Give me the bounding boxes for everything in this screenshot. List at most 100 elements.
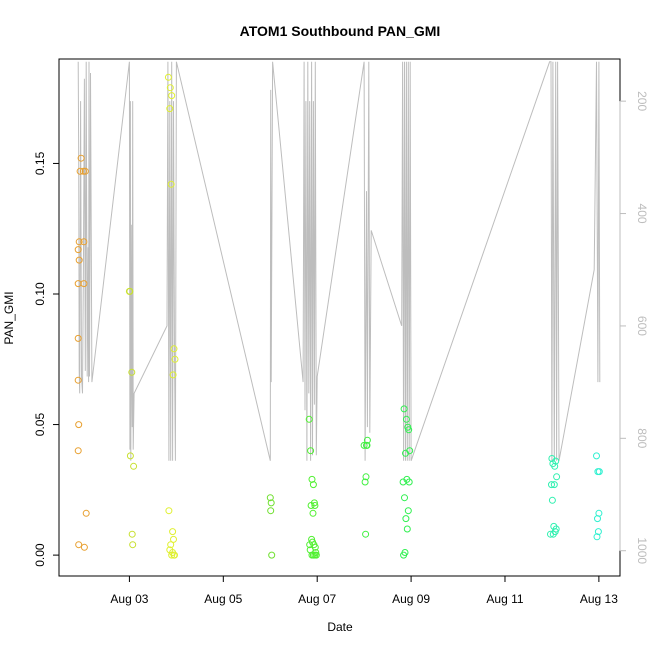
y2-tick-label: 1000 — [635, 537, 649, 564]
data-point — [550, 481, 558, 489]
data-point — [595, 468, 603, 476]
data-point — [168, 551, 176, 559]
x-tick-label: Aug 13 — [580, 592, 618, 606]
data-point — [168, 92, 176, 100]
data-point — [552, 457, 560, 465]
x-tick-label: Aug 11 — [486, 592, 523, 606]
data-point — [81, 167, 89, 175]
data-point — [75, 541, 83, 549]
plot-frame — [58, 58, 621, 577]
data-point — [307, 447, 315, 455]
data-point — [309, 481, 317, 489]
data-point — [75, 421, 83, 429]
data-point — [362, 530, 370, 538]
data-point — [548, 481, 555, 489]
data-point — [553, 473, 561, 481]
y-axis-right: 200 400 600 800 1000 — [619, 91, 649, 564]
data-point — [167, 180, 175, 188]
data-point — [170, 345, 178, 353]
data-point — [403, 525, 411, 533]
data-point — [594, 515, 601, 523]
x-tick-label: Aug 05 — [204, 592, 242, 606]
data-point — [74, 246, 82, 254]
y-tick-label: 0.00 — [33, 543, 47, 567]
data-point — [129, 541, 137, 549]
data-point — [74, 334, 82, 342]
data-point — [266, 494, 274, 502]
data-point — [80, 280, 88, 288]
data-point — [169, 371, 177, 379]
data-point — [400, 405, 408, 413]
data-point — [401, 494, 408, 502]
y2-tick-label: 600 — [635, 316, 649, 336]
data-points-layer — [74, 73, 603, 559]
data-point — [267, 499, 275, 507]
data-point — [308, 475, 316, 483]
data-point — [80, 543, 88, 551]
x-axis: Aug 03 Aug 05 Aug 07 Aug 09 Aug 11 Aug 13 — [110, 575, 618, 606]
chart-title: ATOM1 Southbound PAN_GMI — [240, 23, 441, 39]
depth-track-line — [77, 61, 601, 461]
data-point — [593, 533, 601, 541]
data-point — [166, 84, 174, 92]
data-point — [75, 238, 83, 246]
data-point — [402, 515, 410, 523]
data-point — [77, 154, 85, 162]
data-point — [80, 238, 88, 246]
data-point — [166, 105, 174, 113]
data-point — [267, 507, 275, 515]
data-point — [79, 167, 87, 175]
data-point — [126, 452, 134, 460]
data-point — [171, 355, 179, 363]
data-point — [74, 376, 82, 384]
data-point — [76, 167, 84, 175]
data-point — [312, 551, 320, 559]
y2-tick-label: 200 — [635, 91, 649, 111]
data-point — [548, 496, 556, 504]
y2-tick-label: 400 — [635, 204, 649, 224]
data-point — [74, 447, 82, 455]
data-point — [164, 73, 172, 81]
data-point — [165, 507, 173, 515]
data-point — [361, 478, 369, 486]
data-point — [402, 449, 409, 457]
data-point — [128, 368, 136, 376]
data-point — [311, 502, 319, 509]
data-point — [128, 530, 136, 538]
data-point — [549, 530, 557, 538]
data-point — [402, 415, 410, 423]
data-point — [360, 441, 368, 449]
y-tick-label: 0.05 — [33, 413, 47, 437]
data-point — [309, 509, 317, 517]
data-point — [594, 528, 602, 536]
data-point — [170, 535, 177, 543]
y-tick-label: 0.15 — [33, 151, 47, 175]
data-point — [405, 426, 413, 434]
y2-tick-label: 800 — [635, 428, 649, 448]
data-point — [126, 287, 134, 295]
data-point — [82, 509, 90, 517]
x-tick-label: Aug 07 — [298, 592, 336, 606]
data-point — [404, 507, 412, 515]
data-point — [307, 502, 315, 509]
data-point — [593, 452, 600, 460]
data-point — [551, 462, 559, 470]
data-point — [363, 436, 371, 444]
data-point — [363, 441, 371, 449]
data-point — [400, 551, 408, 559]
x-tick-label: Aug 09 — [392, 592, 430, 606]
y-axis-left: 0.00 0.05 0.10 0.15 — [33, 151, 60, 567]
data-point — [305, 415, 313, 423]
x-tick-label: Aug 03 — [110, 592, 148, 606]
data-point — [547, 530, 554, 538]
data-point — [130, 462, 138, 470]
data-point — [362, 473, 370, 481]
data-point — [167, 541, 175, 549]
y-tick-label: 0.10 — [33, 282, 47, 306]
x-axis-label: Date — [327, 620, 353, 634]
depth-track-layer — [77, 61, 601, 461]
data-point — [75, 256, 83, 264]
y-axis-label: PAN_GMI — [2, 291, 16, 344]
data-point — [171, 551, 178, 559]
